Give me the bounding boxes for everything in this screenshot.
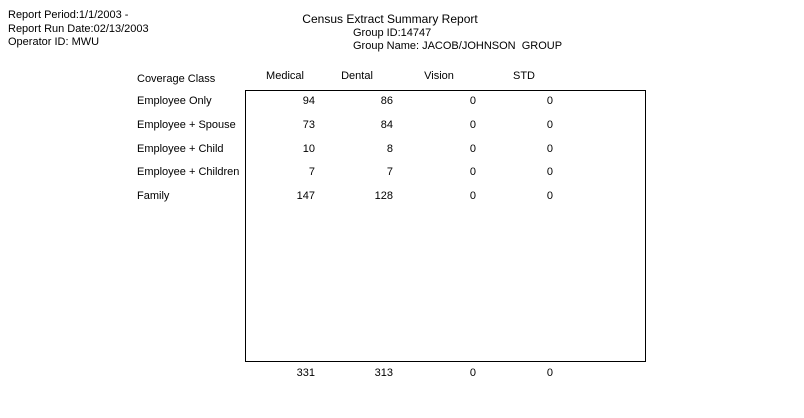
column-header-std: STD: [513, 70, 535, 82]
cell-std: 0: [546, 143, 553, 155]
row-label-family: Family: [137, 190, 170, 202]
cell-medical: 7: [308, 166, 315, 178]
cell-vision: 0: [469, 119, 476, 131]
table-border-box: [245, 90, 646, 362]
row-label-employee-only: Employee Only: [137, 95, 212, 107]
page-title: Census Extract Summary Report: [302, 12, 478, 26]
total-vision: 0: [469, 367, 476, 379]
row-label-employee-children: Employee + Children: [137, 166, 240, 178]
cell-dental: 84: [380, 119, 393, 131]
column-header-medical: Medical: [266, 70, 304, 82]
cell-dental: 128: [374, 190, 393, 202]
cell-medical: 94: [302, 95, 315, 107]
total-dental: 313: [374, 367, 393, 379]
cell-std: 0: [546, 95, 553, 107]
group-id: Group ID:14747: [353, 27, 432, 39]
cell-std: 0: [546, 119, 553, 131]
report-run-date: Report Run Date:02/13/2003: [8, 23, 149, 35]
column-header-dental: Dental: [341, 70, 373, 82]
column-header-vision: Vision: [424, 70, 454, 82]
group-name: Group Name: JACOB/JOHNSON GROUP: [353, 40, 563, 52]
cell-vision: 0: [469, 95, 476, 107]
report-period: Report Period:1/1/2003 -: [8, 9, 129, 21]
cell-vision: 0: [469, 166, 476, 178]
cell-medical: 10: [302, 143, 315, 155]
cell-vision: 0: [469, 143, 476, 155]
cell-std: 0: [546, 166, 553, 178]
cell-medical: 73: [302, 119, 315, 131]
cell-vision: 0: [469, 190, 476, 202]
cell-dental: 8: [386, 143, 393, 155]
cell-std: 0: [546, 190, 553, 202]
operator-id: Operator ID: MWU: [8, 36, 100, 48]
row-label-employee-spouse: Employee + Spouse: [137, 119, 236, 131]
total-medical: 331: [296, 367, 315, 379]
cell-medical: 147: [296, 190, 315, 202]
cell-dental: 86: [380, 95, 393, 107]
cell-dental: 7: [386, 166, 393, 178]
total-std: 0: [546, 367, 553, 379]
coverage-class-header: Coverage Class: [137, 73, 216, 85]
row-label-employee-child: Employee + Child: [137, 143, 224, 155]
